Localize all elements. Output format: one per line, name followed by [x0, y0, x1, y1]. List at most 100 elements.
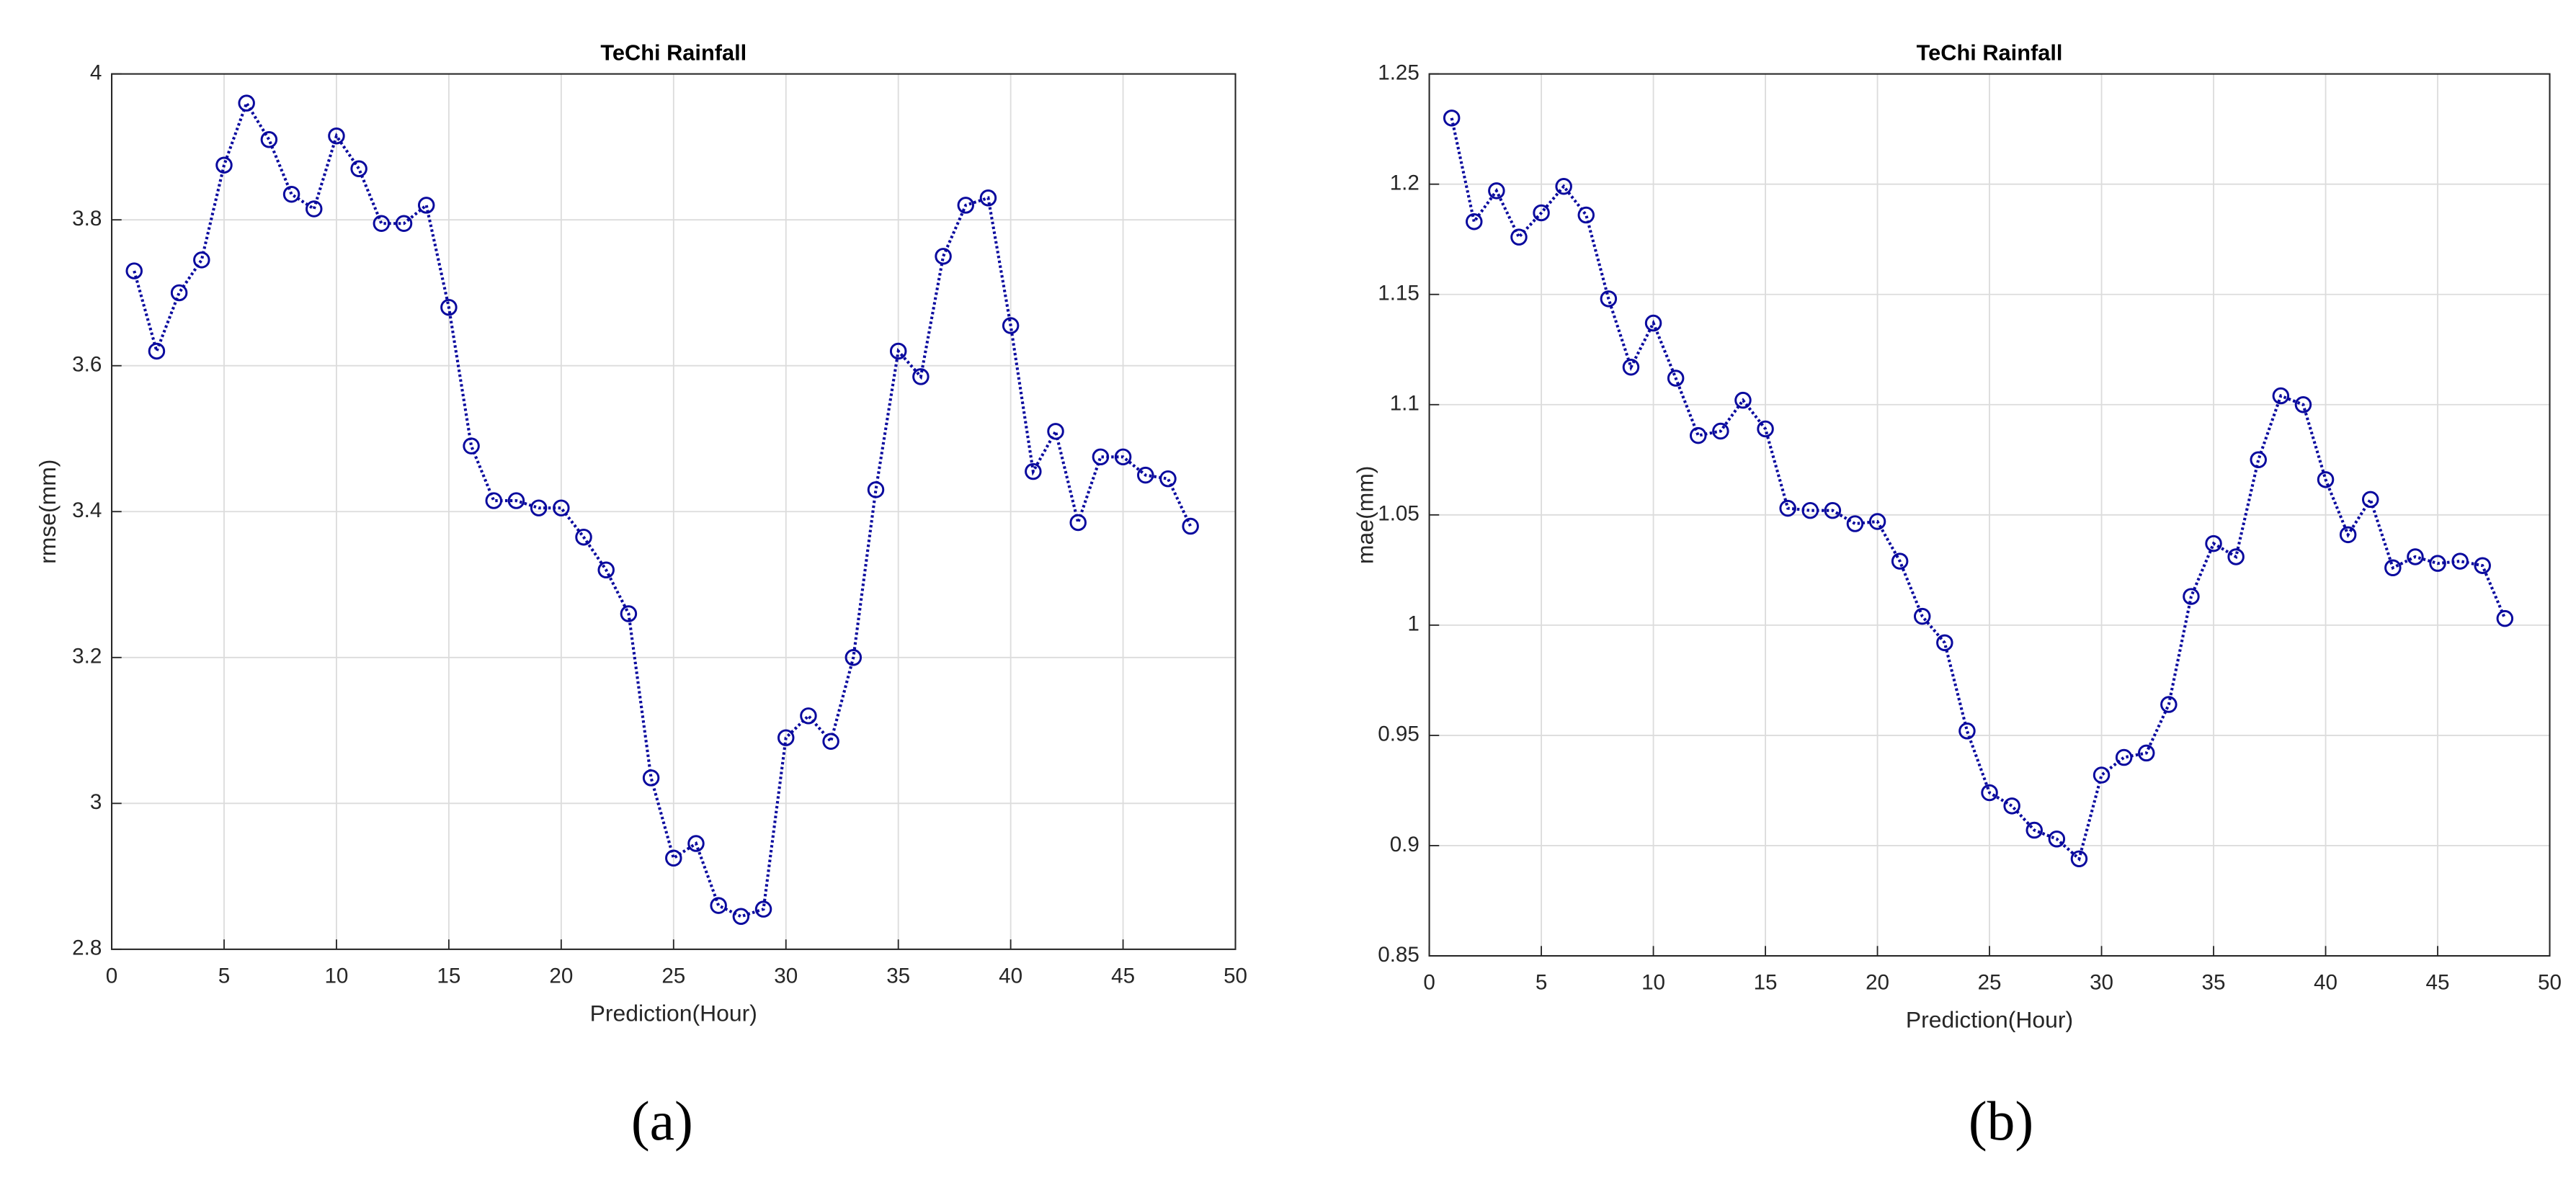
data-point — [350, 160, 367, 178]
y-tick-label: 1.05 — [1378, 502, 1420, 526]
data-point — [2339, 526, 2357, 544]
data-point — [1488, 182, 1505, 200]
data-point — [1025, 462, 1042, 480]
y-tick-label: 2.8 — [72, 936, 102, 960]
data-point — [1824, 501, 1842, 519]
x-tick-label: 50 — [2538, 971, 2562, 995]
y-axis-label: mae(mm) — [1352, 466, 1378, 564]
data-point — [2003, 797, 2020, 815]
y-tick-label: 1.1 — [1390, 392, 1420, 416]
x-tick-label: 40 — [999, 964, 1022, 988]
data-point — [1891, 552, 1909, 570]
data-point — [575, 528, 592, 546]
data-point — [732, 908, 750, 926]
data-point — [417, 197, 435, 214]
data-point — [1868, 513, 1886, 530]
data-point — [1734, 391, 1752, 409]
data-point — [2250, 451, 2267, 469]
x-tick-label: 5 — [218, 964, 230, 988]
data-point — [1577, 206, 1595, 224]
y-tick-label: 3.6 — [72, 353, 102, 377]
data-point — [1958, 722, 1976, 740]
y-tick-label: 0.9 — [1390, 833, 1420, 856]
data-point — [2115, 748, 2133, 766]
y-tick-label: 4 — [90, 61, 102, 84]
data-point — [373, 215, 391, 232]
data-point — [2160, 696, 2178, 713]
x-tick-label: 25 — [1978, 971, 2002, 995]
x-tick-label: 10 — [1641, 971, 1665, 995]
data-point — [1846, 515, 1864, 532]
data-point — [260, 131, 278, 148]
caption: (a) — [631, 1090, 693, 1152]
data-point — [822, 733, 839, 750]
x-axis-label: Prediction(Hour) — [590, 1000, 757, 1026]
data-point — [2317, 471, 2335, 488]
data-point — [597, 561, 615, 579]
y-tick-label: 1 — [1407, 612, 1419, 636]
data-point — [2407, 548, 2424, 565]
data-point — [1069, 514, 1087, 532]
data-point — [777, 729, 795, 746]
data-point — [800, 707, 817, 725]
data-point — [2294, 396, 2312, 413]
x-tick-label: 0 — [1423, 971, 1435, 995]
chart-title: TeChi Rainfall — [1917, 40, 2063, 65]
x-tick-label: 40 — [2314, 971, 2337, 995]
data-point — [193, 251, 210, 269]
data-point — [2384, 559, 2402, 577]
y-tick-label: 1.15 — [1378, 282, 1420, 305]
data-point — [620, 605, 638, 622]
data-point — [1466, 212, 1483, 231]
data-point — [1092, 448, 1110, 466]
data-point — [665, 849, 682, 867]
data-point — [1712, 422, 1729, 440]
data-point — [1779, 499, 1796, 517]
x-tick-label: 20 — [549, 964, 573, 988]
data-point — [1182, 517, 1199, 535]
data-point — [2227, 548, 2245, 565]
data-point — [485, 492, 503, 509]
data-point — [1936, 634, 1953, 652]
data-point — [1914, 607, 1931, 625]
y-tick-label: 3.2 — [72, 645, 102, 668]
data-point — [1600, 290, 1618, 308]
x-tick-label: 5 — [1536, 971, 1547, 995]
data-point — [2272, 387, 2290, 405]
data-point — [957, 197, 975, 214]
data-point — [754, 900, 772, 918]
data-point — [867, 481, 885, 498]
data-point — [1667, 370, 1685, 387]
data-point — [935, 248, 952, 265]
x-tick-label: 30 — [774, 964, 798, 988]
data-point — [687, 835, 705, 852]
data-point — [530, 499, 548, 516]
y-tick-label: 3 — [90, 790, 102, 814]
data-line — [133, 99, 1193, 918]
x-tick-label: 30 — [2090, 971, 2113, 995]
caption: (b) — [1969, 1090, 2033, 1152]
data-point — [282, 185, 300, 203]
plot-frame — [1428, 73, 2551, 957]
data-point — [1533, 204, 1550, 222]
data-point — [1002, 317, 1020, 334]
data-point — [1114, 448, 1132, 466]
data-point — [2093, 766, 2111, 784]
data-point — [440, 298, 458, 316]
data-point — [1510, 228, 1528, 246]
data-point — [2137, 744, 2155, 762]
y-axis-label: rmse(mm) — [35, 460, 61, 564]
data-line — [1450, 117, 2507, 862]
data-point — [2070, 850, 2088, 868]
data-point — [844, 649, 863, 666]
data-point — [2361, 491, 2379, 509]
x-tick-label: 45 — [1111, 964, 1135, 988]
data-point — [2474, 557, 2491, 574]
y-tick-label: 3.4 — [72, 498, 102, 522]
x-tick-label: 35 — [2202, 971, 2226, 995]
y-tick-label: 1.25 — [1378, 61, 1420, 84]
y-tick-label: 0.95 — [1378, 722, 1420, 746]
x-tick-label: 35 — [886, 964, 910, 988]
